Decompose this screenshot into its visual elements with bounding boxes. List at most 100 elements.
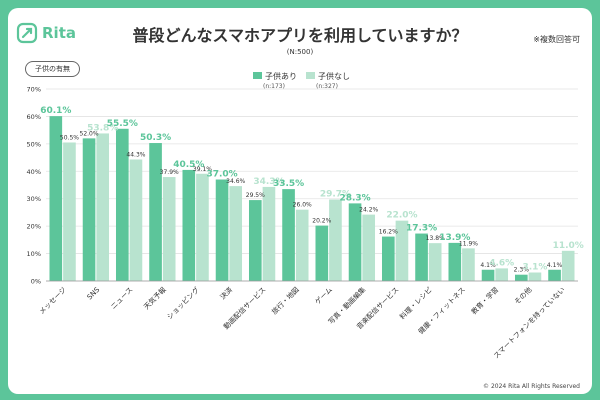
data-label: 16.2% bbox=[379, 229, 398, 236]
data-label: 11.9% bbox=[459, 240, 478, 247]
data-label: 13.8% bbox=[426, 235, 445, 242]
bar-without-children bbox=[162, 177, 176, 281]
data-label-highlight: 3.1% bbox=[522, 262, 547, 272]
x-tick-label: 教育・学習 bbox=[469, 285, 500, 316]
x-tick-label: SNS bbox=[86, 285, 102, 301]
data-label-highlight: 34.3% bbox=[253, 177, 284, 187]
bar-with-children bbox=[82, 138, 96, 281]
bar-with-children bbox=[448, 242, 462, 281]
bar-with-children bbox=[415, 233, 428, 281]
x-tick-label: ニュース bbox=[109, 286, 134, 311]
page-title: 普段どんなスマホアプリを利用していますか？ bbox=[132, 26, 468, 45]
bar-without-children bbox=[96, 133, 110, 281]
y-tick-label: 50% bbox=[27, 140, 41, 148]
filter-badge: 子供の有無 bbox=[25, 61, 80, 77]
x-tick-label: 決済 bbox=[218, 285, 234, 301]
bar-without-children bbox=[262, 186, 276, 281]
bar-with-children bbox=[514, 274, 528, 281]
multiple-answer-note: ※複数回答可 bbox=[533, 35, 580, 44]
bar-with-children bbox=[548, 269, 561, 281]
data-label: 52.0% bbox=[80, 130, 99, 137]
x-tick-label: ゲーム bbox=[313, 285, 334, 306]
data-label-highlight: 4.6% bbox=[489, 258, 514, 268]
bar-without-children bbox=[561, 250, 575, 281]
rita-logo-icon bbox=[16, 22, 38, 44]
bar-without-children bbox=[63, 142, 76, 281]
data-label-highlight: 60.1% bbox=[40, 106, 71, 116]
y-tick-label: 30% bbox=[27, 195, 41, 203]
bar-with-children bbox=[282, 189, 295, 281]
data-label: 34.6% bbox=[226, 178, 245, 185]
rita-logo: Rita bbox=[16, 22, 76, 44]
bar-layer bbox=[49, 116, 575, 281]
bar-without-children bbox=[295, 209, 309, 281]
y-tick-label: 70% bbox=[27, 86, 41, 94]
data-label: 26.0% bbox=[293, 202, 312, 209]
y-tick-label: 60% bbox=[27, 113, 41, 121]
legend-swatch-without-children bbox=[306, 72, 315, 79]
data-label-highlight: 55.5% bbox=[107, 119, 138, 129]
legend-sub-with-children: (n:173) bbox=[263, 83, 285, 90]
data-label: 29.5% bbox=[246, 192, 265, 199]
bar-with-children bbox=[481, 269, 495, 281]
legend-sub-without-children: (n:327) bbox=[316, 83, 338, 90]
bar-with-children bbox=[149, 143, 162, 281]
data-label-highlight: 11.0% bbox=[553, 241, 584, 251]
data-label-highlight: 17.3% bbox=[406, 224, 437, 234]
data-label: 24.2% bbox=[359, 207, 378, 214]
bar-without-children bbox=[395, 220, 409, 281]
data-label: 39.1% bbox=[193, 166, 212, 173]
legend-swatch-with-children bbox=[253, 72, 262, 79]
bar-with-children bbox=[348, 203, 362, 281]
bar-without-children bbox=[528, 272, 542, 281]
data-label-highlight: 22.0% bbox=[386, 211, 417, 221]
bar-with-children bbox=[182, 169, 196, 281]
data-label: 37.9% bbox=[160, 169, 179, 176]
bar-with-children bbox=[381, 236, 395, 281]
bar-without-children bbox=[362, 214, 376, 281]
data-label-highlight: 28.3% bbox=[339, 193, 370, 203]
label-layer: 60.1% 50.5%52.0%53.8%55.5% 44.3% 50.3% 37.9%… bbox=[40, 106, 584, 274]
data-label-highlight: 29.7% bbox=[320, 190, 351, 200]
data-label-highlight: 53.8% bbox=[87, 123, 118, 133]
legend-label-without-children: 子供なし bbox=[318, 71, 350, 81]
x-tick-label: メッセージ bbox=[38, 286, 68, 316]
legend: 子供あり (n:173) 子供なし (n:327) bbox=[253, 71, 350, 90]
y-tick-label: 10% bbox=[27, 250, 41, 258]
bar-with-children bbox=[315, 225, 329, 281]
data-label-highlight: 13.9% bbox=[439, 233, 470, 243]
data-label: 50.5% bbox=[60, 134, 79, 141]
data-label: 4.1% bbox=[480, 262, 496, 269]
data-label: 2.3% bbox=[514, 267, 530, 274]
y-tick-label: 20% bbox=[27, 223, 41, 231]
data-label-highlight: 33.5% bbox=[273, 179, 304, 189]
x-tick-label: その他 bbox=[512, 285, 533, 306]
bar-with-children bbox=[49, 116, 63, 281]
x-tick-label: スマートフォンを持っていない bbox=[492, 285, 567, 360]
data-label-highlight: 40.5% bbox=[173, 160, 204, 170]
x-tick-label: 天気予報 bbox=[142, 285, 168, 311]
bar-with-children bbox=[215, 179, 229, 281]
bar-without-children bbox=[129, 159, 143, 281]
copyright: © 2024 Rita All Rights Reserved bbox=[483, 383, 580, 390]
bar-without-children bbox=[229, 186, 243, 281]
data-label: 20.2% bbox=[312, 218, 331, 225]
data-label-highlight: 37.0% bbox=[206, 170, 237, 180]
bar-without-children bbox=[495, 268, 509, 281]
data-label: 44.3% bbox=[126, 151, 145, 158]
sample-size: (N:500) bbox=[286, 48, 314, 56]
bar-with-children bbox=[248, 200, 262, 281]
data-label: 4.1% bbox=[547, 262, 563, 269]
bar-without-children bbox=[462, 248, 475, 281]
bar-without-children bbox=[196, 173, 209, 281]
bar-with-children bbox=[115, 128, 129, 281]
x-tick-label: 旅行・地図 bbox=[270, 285, 301, 316]
bar-without-children bbox=[329, 199, 342, 281]
y-tick-label: 40% bbox=[27, 168, 41, 176]
bar-without-children bbox=[428, 243, 442, 281]
x-tick-label: ショッピング bbox=[165, 285, 201, 321]
data-label-highlight: 50.3% bbox=[140, 133, 171, 143]
x-tick-label: 料理・レシピ bbox=[398, 285, 434, 321]
logo-text: Rita bbox=[42, 24, 76, 42]
